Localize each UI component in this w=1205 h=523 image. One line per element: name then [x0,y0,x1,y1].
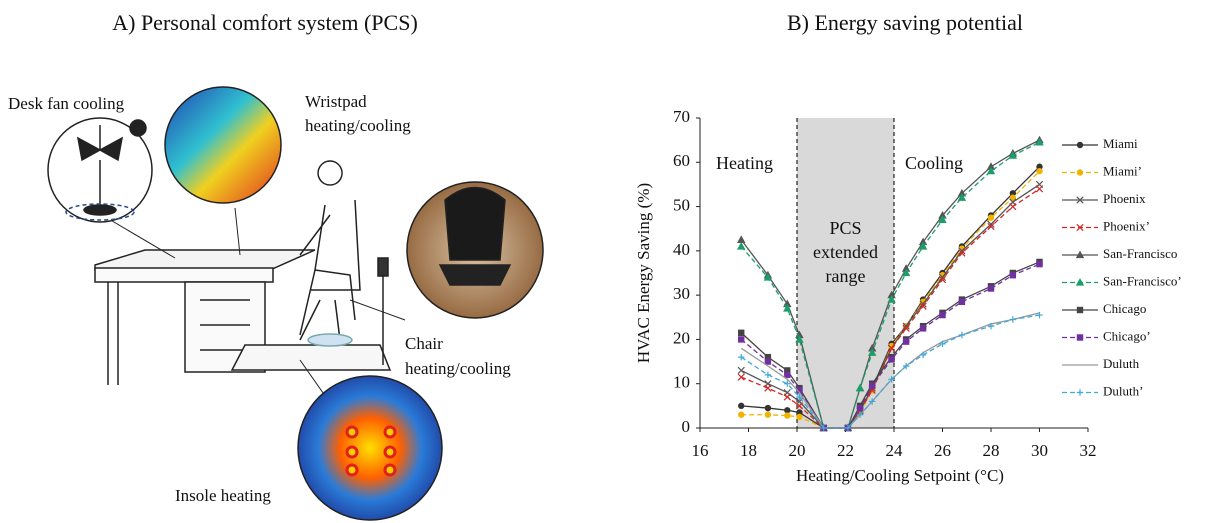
marker [1036,186,1042,192]
x-tick-label: 28 [983,441,1000,460]
marker [959,332,965,338]
marker [1077,389,1083,395]
legend-label: San-Francisco’ [1103,273,1182,288]
marker [1077,142,1082,147]
marker [739,330,744,335]
annotation: Cooling [905,153,963,173]
wristpad-label: Wristpad [305,92,367,111]
marker [857,405,862,410]
marker [738,367,744,373]
y-tick-label: 60 [673,151,690,170]
chair-label: heating/cooling [405,359,511,378]
wristpad-label: heating/cooling [305,116,411,135]
legend-label: Duluth [1103,356,1140,371]
marker [785,413,790,418]
marker [739,337,744,342]
desk-fan-label: Desk fan cooling [8,94,125,113]
annotation: PCS [829,218,861,238]
legend-label: Phoenix [1103,191,1146,206]
marker [1010,273,1015,278]
x-tick-label: 18 [740,441,757,460]
marker [988,286,993,291]
x-tick-label: 24 [886,441,904,460]
x-tick-label: 30 [1031,441,1048,460]
y-tick-label: 30 [673,284,690,303]
y-tick-label: 40 [673,240,690,259]
y-axis-title: HVAC Energy Saving (%) [634,183,653,363]
annotation: Heating [716,153,773,173]
marker [1010,316,1016,322]
marker [738,243,744,249]
y-tick-label: 70 [673,107,690,126]
marker [785,408,790,413]
marker [904,339,909,344]
annotation: extended [813,242,878,262]
marker [765,412,770,417]
x-tick-label: 32 [1080,441,1097,460]
marker [940,312,945,317]
annotation: range [826,266,866,286]
chair-label: Chair [405,334,443,353]
marker [1010,203,1016,209]
marker [797,414,802,419]
legend-label: Phoenix’ [1103,218,1150,233]
marker [738,237,744,243]
marker [921,326,926,331]
x-axis-title: Heating/Cooling Setpoint (°C) [796,466,1004,485]
marker [785,372,790,377]
marker [739,412,744,417]
y-tick-label: 50 [673,195,690,214]
x-tick-label: 22 [837,441,854,460]
y-tick-label: 20 [673,328,690,347]
chart: B) Energy saving potential 0 10 20 30 40 50 60 7… [634,10,1182,485]
marker [1077,307,1082,312]
marker [738,374,744,380]
y-tick-label: 10 [673,373,690,392]
chart-title: B) Energy saving potential [787,10,1023,35]
legend-label: Chicago [1103,301,1146,316]
marker [889,357,894,362]
marker [920,352,926,358]
x-tick-label: 26 [934,441,951,460]
marker [1077,279,1083,285]
marker [765,359,770,364]
marker [1077,335,1082,340]
marker [988,215,993,220]
panel-a-title: A) Personal comfort system (PCS) [112,10,418,35]
marker [1037,262,1042,267]
marker [959,299,964,304]
y-tick-label: 0 [682,417,691,436]
marker [1077,252,1083,258]
marker [939,341,945,347]
marker [1037,169,1042,174]
marker [784,394,790,400]
figure: A) Personal comfort system (PCS) Desk fa… [0,0,1205,523]
marker [870,383,875,388]
marker [765,385,771,391]
illustration [48,87,543,520]
legend-label: Miami [1103,136,1138,151]
marker [739,403,744,408]
insole-label: Insole heating [175,486,271,505]
legend-label: San-Francisco [1103,246,1177,261]
legend-label: Duluth’ [1103,383,1143,398]
marker [765,405,770,410]
x-tick-label: 16 [692,441,709,460]
marker [1077,170,1082,175]
legend-label: Miami’ [1103,163,1142,178]
x-tick-label: 20 [789,441,806,460]
legend-label: Chicago’ [1103,328,1151,343]
